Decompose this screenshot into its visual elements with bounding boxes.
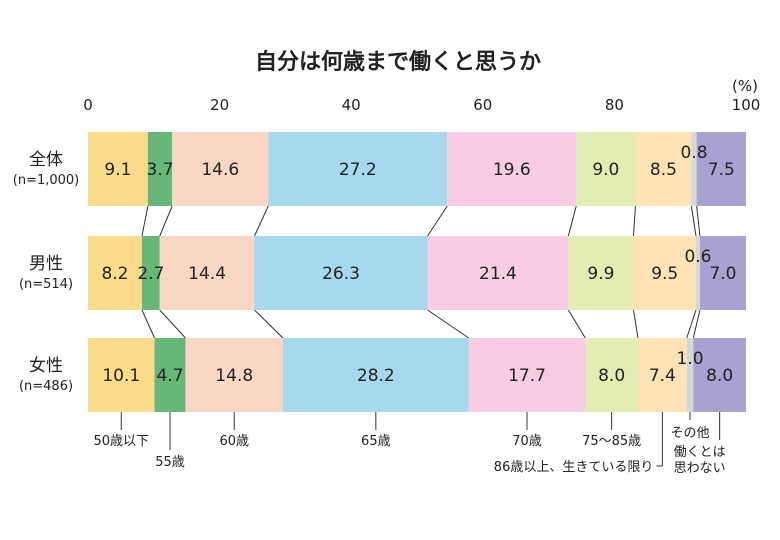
data-label: 26.3: [322, 264, 360, 284]
unit-label: (%): [732, 77, 758, 95]
x-tick-label: 60: [473, 96, 492, 114]
data-label: 14.8: [215, 366, 253, 386]
data-label: 9.5: [651, 264, 678, 284]
data-label: 7.4: [649, 366, 676, 386]
bar-segment: [635, 132, 692, 206]
bar-segment: [185, 338, 283, 412]
category-callouts: 50歳以下 55歳 60歳 65歳 70歳 75～85歳 86歳以上、生きている限り その他働…: [93, 412, 726, 476]
bar-segment: [254, 236, 428, 310]
bar-segment: [172, 132, 269, 206]
data-label: 17.7: [508, 366, 546, 386]
row-sample-size: (n=514): [19, 277, 73, 292]
connector-line: [686, 309, 697, 339]
data-label: 8.0: [706, 366, 733, 386]
bar-segment: [447, 132, 577, 206]
connector-line: [632, 309, 639, 339]
category-label: 55歳: [155, 455, 185, 470]
connector-line: [567, 309, 586, 339]
data-label: 19.6: [493, 160, 531, 180]
row-sample-size: (n=1,000): [13, 173, 80, 188]
bar-segment: [585, 338, 638, 412]
bar-segment: [154, 338, 186, 412]
bar-segment: [268, 132, 448, 206]
row-labels: 全体 (n=1,000) 男性 (n=514) 女性 (n=486): [13, 150, 80, 394]
data-label: 0.6: [684, 247, 711, 267]
category-label: 65歳: [361, 434, 391, 449]
data-label: 8.5: [650, 160, 677, 180]
data-label: 9.9: [587, 264, 614, 284]
bar-segment: [686, 338, 694, 412]
connector-line: [141, 205, 149, 237]
connector-line: [692, 309, 701, 339]
data-label: 7.0: [709, 264, 736, 284]
category-label: 86歳以上、生きている限り: [494, 460, 654, 475]
data-label: 10.1: [102, 366, 140, 386]
connector-line: [690, 205, 697, 237]
category-label: 働くとは思わない: [674, 445, 726, 476]
row-label: 女性: [29, 356, 63, 376]
bar-segment: [427, 236, 569, 310]
data-label: 4.7: [156, 366, 183, 386]
connector-line: [159, 309, 186, 339]
x-tick-label: 20: [210, 96, 229, 114]
row-sample-size: (n=486): [19, 379, 73, 394]
category-label: 50歳以下: [93, 434, 149, 449]
bars: 9.1 3.7 14.6 27.2 19.6 9.0 8.50.87.5 8.2 2.7 14.4…: [88, 132, 746, 412]
data-label: 7.5: [708, 160, 735, 180]
x-tick-label: 40: [342, 96, 361, 114]
bar-segment: [159, 236, 255, 310]
row-label: 男性: [29, 254, 63, 274]
connector-line: [427, 205, 448, 237]
bar-segment: [568, 236, 634, 310]
connector-line: [254, 205, 269, 237]
x-axis: 0 20 40 60 80 100: [83, 96, 760, 114]
data-label: 8.0: [598, 366, 625, 386]
data-label: 14.6: [201, 160, 239, 180]
bar-segment: [147, 132, 173, 206]
bar-segment: [88, 132, 148, 206]
data-label: 14.4: [188, 264, 226, 284]
connector-line: [696, 205, 701, 237]
connector-line: [159, 205, 173, 237]
bar-segment: [695, 236, 700, 310]
row-label: 全体: [29, 150, 63, 170]
category-label: その他: [671, 426, 710, 441]
connector-line: [254, 309, 284, 339]
connector-line: [567, 205, 577, 237]
data-label: 3.7: [147, 160, 174, 180]
x-tick-label: 100: [732, 96, 761, 114]
bar-segment: [696, 132, 746, 206]
bar-segment: [699, 236, 746, 310]
bar-segment: [468, 338, 586, 412]
bar-segment: [633, 236, 696, 310]
data-label: 28.2: [357, 366, 395, 386]
connector-line: [632, 205, 636, 237]
x-tick-label: 80: [605, 96, 624, 114]
category-label: 75～85歳: [582, 434, 641, 449]
bar-segment: [88, 338, 155, 412]
data-label: 21.4: [479, 264, 517, 284]
connector-line: [141, 309, 155, 339]
bar-segment: [693, 338, 746, 412]
connector-line: [427, 309, 469, 339]
category-label: 70歳: [512, 434, 542, 449]
x-tick-label: 0: [83, 96, 93, 114]
bar-segment: [576, 132, 636, 206]
data-label: 0.8: [680, 143, 707, 163]
category-label: 60歳: [219, 434, 249, 449]
bar-segment: [637, 338, 687, 412]
data-label: 9.0: [592, 160, 619, 180]
bar-segment: [141, 236, 160, 310]
data-label: 1.0: [676, 349, 703, 369]
data-label: 27.2: [339, 160, 377, 180]
bar-segment: [691, 132, 697, 206]
data-label: 8.2: [101, 264, 128, 284]
bar-segment: [282, 338, 469, 412]
data-label: 9.1: [104, 160, 131, 180]
chart-title: 自分は何歳まで働くと思うか: [255, 49, 541, 75]
connector-lines: [141, 205, 701, 339]
bar-segment: [88, 236, 142, 310]
data-label: 2.7: [137, 264, 164, 284]
